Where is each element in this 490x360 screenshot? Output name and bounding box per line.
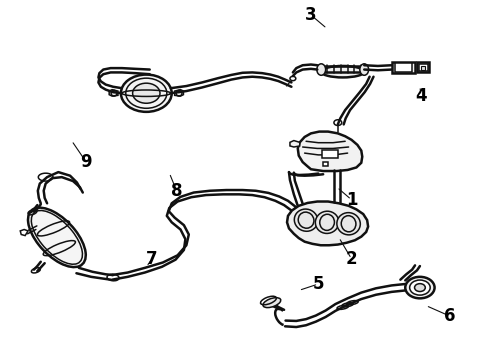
Polygon shape [174,90,183,96]
Bar [323,162,328,166]
Ellipse shape [294,209,318,231]
Ellipse shape [410,280,430,295]
Text: 4: 4 [415,87,427,105]
Ellipse shape [415,284,425,292]
Bar [394,63,412,72]
Text: 6: 6 [444,307,456,325]
Ellipse shape [321,66,364,77]
Text: 3: 3 [305,6,317,24]
Bar [421,66,425,69]
Text: 9: 9 [80,153,92,171]
Text: 7: 7 [147,250,158,268]
Bar [392,62,415,73]
Polygon shape [109,90,118,96]
Circle shape [334,120,342,126]
Polygon shape [290,140,300,147]
Text: 8: 8 [171,182,182,200]
Ellipse shape [317,64,326,75]
Ellipse shape [28,208,86,267]
Polygon shape [298,132,362,171]
Ellipse shape [360,64,368,75]
Ellipse shape [337,213,360,235]
Text: 2: 2 [346,250,357,268]
Polygon shape [287,202,368,245]
Ellipse shape [263,298,281,307]
Ellipse shape [316,211,339,233]
Text: 1: 1 [346,191,357,209]
Text: 5: 5 [313,275,324,293]
Ellipse shape [405,277,435,298]
Bar [419,64,428,71]
Circle shape [121,75,172,112]
Bar [322,150,338,158]
Circle shape [133,83,160,103]
Bar [417,62,429,72]
